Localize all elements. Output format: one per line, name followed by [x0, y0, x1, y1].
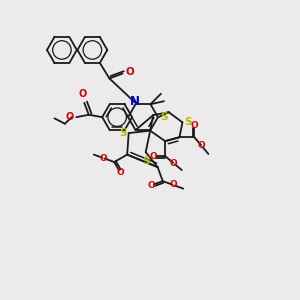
Text: N: N [130, 95, 140, 108]
Text: O: O [66, 112, 74, 122]
Text: O: O [100, 154, 108, 163]
Text: S: S [142, 156, 149, 166]
Text: O: O [79, 89, 87, 99]
Text: S: S [119, 128, 126, 138]
Text: O: O [149, 152, 157, 160]
Text: O: O [116, 168, 124, 177]
Text: O: O [170, 159, 177, 168]
Text: S: S [160, 112, 168, 122]
Text: O: O [169, 180, 177, 189]
Text: O: O [148, 181, 155, 190]
Text: O: O [125, 67, 134, 77]
Text: O: O [190, 121, 198, 130]
Text: S: S [184, 117, 191, 127]
Text: O: O [198, 141, 206, 150]
